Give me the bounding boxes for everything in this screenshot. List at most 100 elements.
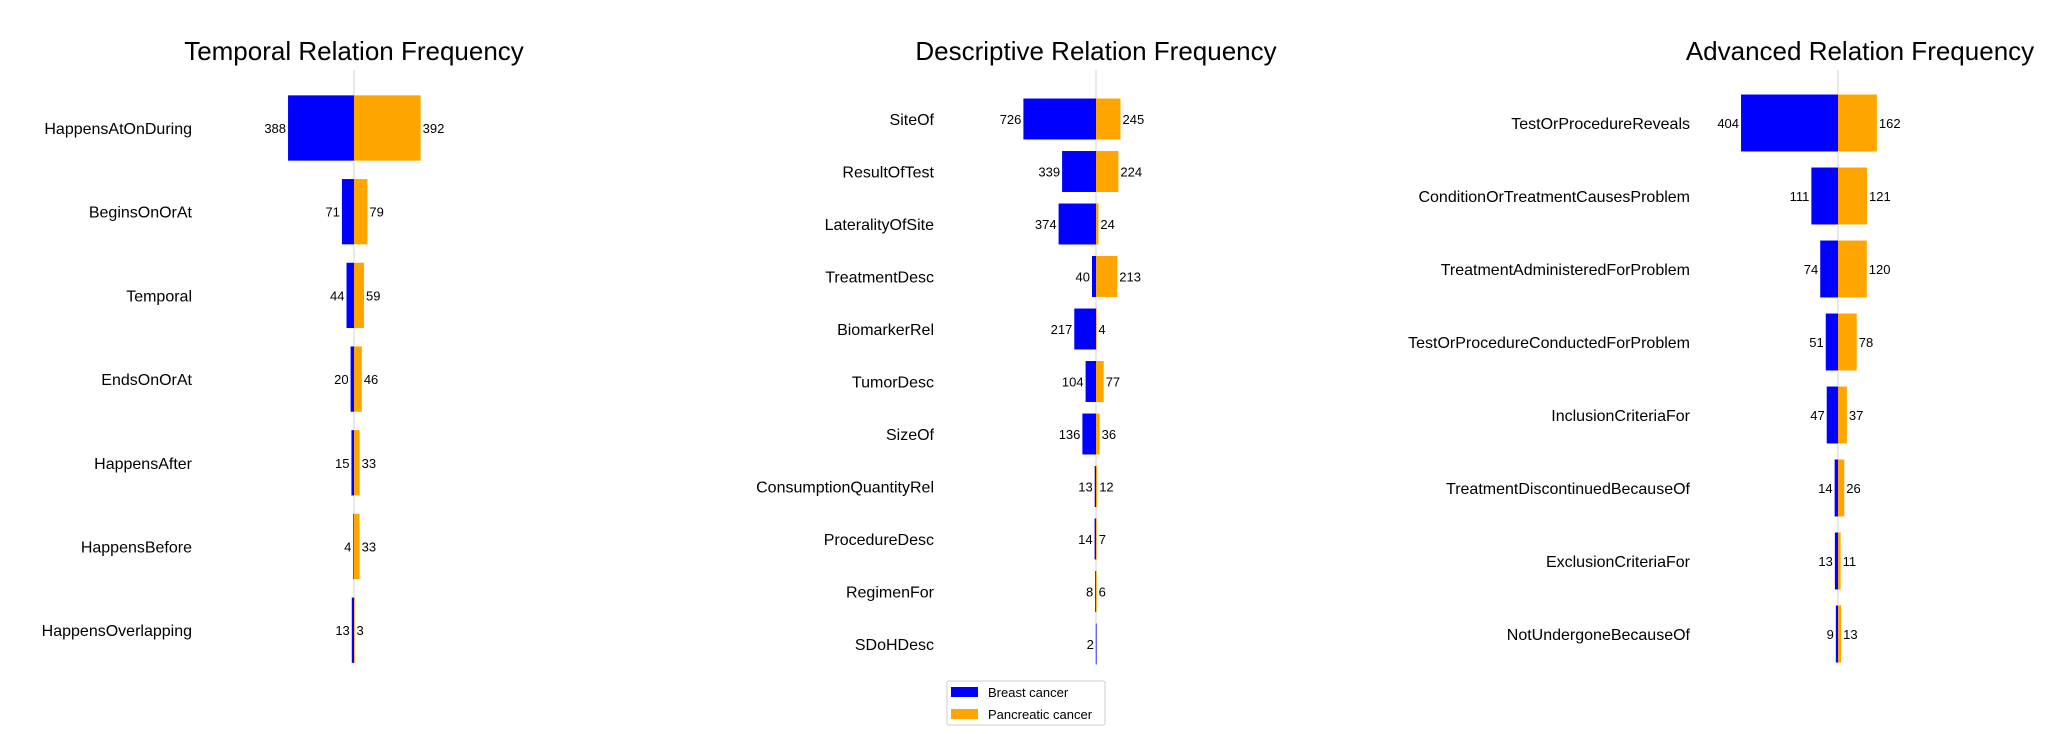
category-label: NotUndergoneBecauseOf xyxy=(1507,627,1691,644)
category-label: SDoHDesc xyxy=(855,637,934,654)
bar-pancreatic xyxy=(1838,313,1857,371)
bar-breast xyxy=(1826,386,1838,444)
category-label: ProcedureDesc xyxy=(824,532,934,549)
bar-breast xyxy=(1082,413,1096,455)
bar-breast xyxy=(1092,256,1096,297)
category-label: TreatmentDesc xyxy=(825,270,934,287)
value-label-breast: 136 xyxy=(1059,427,1081,442)
value-label-pancreatic: 3 xyxy=(357,623,364,638)
legend: Breast cancer Pancreatic cancer xyxy=(946,680,1106,726)
value-label-breast: 217 xyxy=(1051,322,1073,337)
bar-pancreatic xyxy=(1096,571,1097,612)
chart-title: Temporal Relation Frequency xyxy=(184,36,524,66)
bar-breast xyxy=(1094,466,1096,507)
category-label: HappensAfter xyxy=(94,456,193,473)
bar-pancreatic xyxy=(354,179,368,245)
value-label-breast: 374 xyxy=(1035,217,1057,232)
value-label-pancreatic: 213 xyxy=(1119,270,1141,285)
value-label-breast: 44 xyxy=(330,288,344,303)
bar-breast xyxy=(351,597,354,663)
category-label: TestOrProcedureConductedForProblem xyxy=(1408,335,1690,352)
bar-pancreatic xyxy=(1838,532,1841,590)
bar-breast xyxy=(1834,459,1838,517)
panel-1: Temporal Relation Frequency HappensAtOnDu… xyxy=(42,36,524,664)
value-label-breast: 104 xyxy=(1062,375,1084,390)
value-label-pancreatic: 33 xyxy=(362,456,376,471)
bar-pancreatic xyxy=(1096,518,1097,560)
value-label-pancreatic: 162 xyxy=(1879,116,1901,131)
bar-pancreatic xyxy=(1096,151,1119,192)
value-label-breast: 4 xyxy=(344,540,351,555)
category-label: ExclusionCriteriaFor xyxy=(1546,554,1691,571)
value-label-breast: 15 xyxy=(335,456,349,471)
bar-pancreatic xyxy=(1838,605,1842,663)
bar-breast xyxy=(1834,532,1838,590)
bar-pancreatic xyxy=(1838,240,1867,298)
value-label-breast: 9 xyxy=(1827,627,1834,642)
bar-pancreatic xyxy=(354,262,365,329)
value-label-pancreatic: 79 xyxy=(369,205,383,220)
bar-pancreatic xyxy=(1096,256,1118,297)
value-label-breast: 726 xyxy=(1000,112,1022,127)
category-label: SizeOf xyxy=(886,427,935,444)
category-label: HappensBefore xyxy=(81,540,192,557)
bar-breast xyxy=(1095,571,1096,612)
bar-pancreatic xyxy=(1096,308,1097,350)
category-label: LateralityOfSite xyxy=(825,217,934,234)
legend-label-breast: Breast cancer xyxy=(988,685,1069,700)
value-label-pancreatic: 37 xyxy=(1849,408,1863,423)
category-label: HappensOverlapping xyxy=(42,623,192,640)
value-label-pancreatic: 24 xyxy=(1100,217,1114,232)
bar-breast xyxy=(1835,605,1838,663)
value-label-breast: 111 xyxy=(1790,189,1810,204)
category-label: TreatmentDiscontinuedBecauseOf xyxy=(1446,481,1691,498)
value-label-pancreatic: 6 xyxy=(1099,585,1106,600)
value-label-breast: 13 xyxy=(335,623,349,638)
bar-breast xyxy=(1085,361,1096,402)
value-label-pancreatic: 26 xyxy=(1846,481,1860,496)
category-label: Temporal xyxy=(126,288,192,305)
bar-pancreatic xyxy=(354,513,360,580)
chart-title: Descriptive Relation Frequency xyxy=(915,36,1276,66)
value-label-pancreatic: 33 xyxy=(362,540,376,555)
value-label-pancreatic: 245 xyxy=(1123,112,1145,127)
value-label-breast: 339 xyxy=(1038,165,1060,180)
value-label-pancreatic: 78 xyxy=(1859,335,1873,350)
value-label-breast: 13 xyxy=(1078,480,1092,495)
bar-pancreatic xyxy=(1838,167,1868,225)
value-label-breast: 51 xyxy=(1809,335,1823,350)
value-label-breast: 8 xyxy=(1086,585,1093,600)
bar-breast xyxy=(288,95,354,161)
value-label-pancreatic: 59 xyxy=(366,288,380,303)
category-label: TumorDesc xyxy=(852,375,934,392)
value-label-breast: 2 xyxy=(1087,637,1094,652)
bar-breast xyxy=(353,513,355,580)
value-label-breast: 404 xyxy=(1717,116,1739,131)
category-label: ConsumptionQuantityRel xyxy=(756,480,934,497)
bar-pancreatic xyxy=(1096,203,1099,245)
value-label-pancreatic: 13 xyxy=(1843,627,1857,642)
bar-breast xyxy=(1058,203,1096,245)
value-label-breast: 14 xyxy=(1078,532,1092,547)
category-label: RegimenFor xyxy=(846,585,935,602)
bar-breast xyxy=(351,430,354,496)
value-label-pancreatic: 7 xyxy=(1099,532,1106,547)
bar-breast xyxy=(1825,313,1838,371)
value-label-pancreatic: 392 xyxy=(423,121,445,136)
bar-breast xyxy=(1074,308,1096,350)
value-label-breast: 388 xyxy=(264,121,286,136)
value-label-breast: 47 xyxy=(1810,408,1824,423)
value-label-breast: 71 xyxy=(325,205,339,220)
value-label-pancreatic: 121 xyxy=(1869,189,1891,204)
value-label-pancreatic: 224 xyxy=(1120,165,1142,180)
bar-pancreatic xyxy=(1838,386,1847,444)
bar-pancreatic xyxy=(1096,98,1121,140)
value-label-pancreatic: 120 xyxy=(1869,262,1891,277)
value-label-pancreatic: 12 xyxy=(1099,480,1113,495)
category-label: EndsOnOrAt xyxy=(101,372,192,389)
bar-pancreatic xyxy=(354,430,360,496)
category-label: TestOrProcedureReveals xyxy=(1511,116,1690,133)
bar-pancreatic xyxy=(354,597,355,663)
